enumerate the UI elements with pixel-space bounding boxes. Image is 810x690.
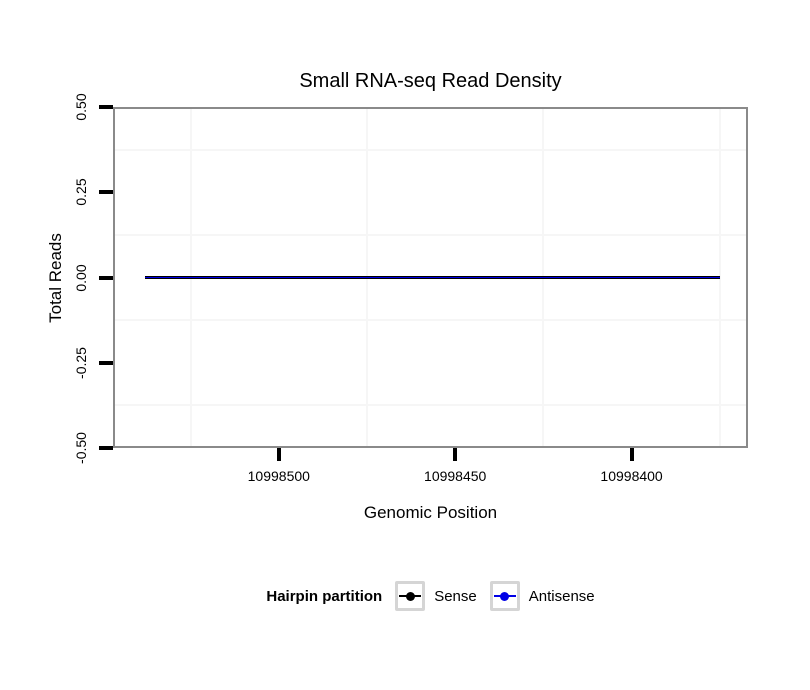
y-tick-label: 0.50 xyxy=(73,93,89,121)
legend-item: Sense xyxy=(395,581,477,611)
legend-title: Hairpin partition xyxy=(266,587,383,605)
y-tick-label: 0.00 xyxy=(73,263,89,292)
y-tick xyxy=(99,275,113,280)
y-tick-label: 0.25 xyxy=(73,178,89,206)
legend-label: Sense xyxy=(434,587,477,605)
x-tick-label: 10998500 xyxy=(247,468,310,484)
y-tick xyxy=(99,360,113,365)
legend-label: Antisense xyxy=(528,587,595,605)
minor-gridline-h xyxy=(115,233,746,236)
x-tick-label: 10998450 xyxy=(424,468,487,484)
legend-key xyxy=(395,581,426,611)
y-tick xyxy=(99,105,113,109)
legend-key-dot xyxy=(405,591,415,601)
y-tick xyxy=(99,190,113,195)
series-line-antisense xyxy=(144,276,720,279)
x-tick xyxy=(276,448,281,461)
legend-key-dot xyxy=(500,591,510,601)
legend-item: Antisense xyxy=(489,581,595,611)
chart-title: Small RNA-seq Read Density xyxy=(299,70,562,92)
y-tick-label: -0.25 xyxy=(73,346,89,379)
minor-gridline-h xyxy=(115,319,746,322)
legend-key xyxy=(489,581,520,611)
x-tick-label: 10998400 xyxy=(600,468,663,484)
y-tick xyxy=(99,446,113,450)
x-tick xyxy=(453,448,458,461)
plot-panel-border xyxy=(113,107,748,448)
minor-gridline-v xyxy=(718,109,721,446)
x-tick xyxy=(629,448,634,461)
minor-gridline-h xyxy=(115,404,746,407)
y-axis-label: Total Reads xyxy=(46,233,65,323)
x-axis-label: Genomic Position xyxy=(363,503,498,522)
y-tick-label: -0.50 xyxy=(73,432,89,464)
minor-gridline-h xyxy=(115,148,746,151)
legend: Hairpin partition Sense Antisense xyxy=(113,577,748,615)
